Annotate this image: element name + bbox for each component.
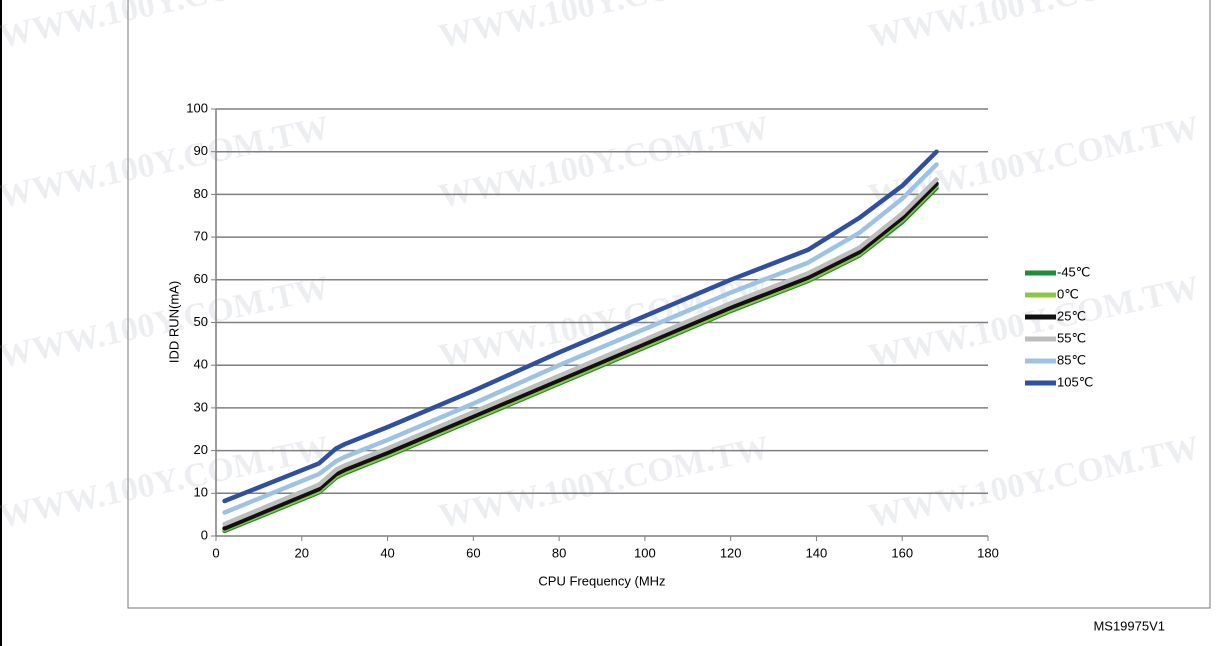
y-tick-label: 70	[194, 229, 208, 244]
legend-label: -45℃	[1057, 264, 1090, 279]
watermark: WWW.100Y.COM.TW	[0, 0, 333, 55]
x-tick-label: 40	[380, 545, 394, 560]
watermark: WWW.100Y.COM.TW	[0, 429, 333, 535]
x-tick-label: 80	[552, 545, 566, 560]
watermark: WWW.100Y.COM.TW	[436, 429, 773, 535]
x-tick-label: 20	[295, 545, 309, 560]
y-tick-label: 40	[194, 357, 208, 372]
x-tick-label: 160	[891, 545, 913, 560]
y-tick-label: 60	[194, 271, 208, 286]
legend-label: 25℃	[1057, 308, 1086, 323]
series-line	[222, 181, 939, 531]
legend-label: 85℃	[1057, 352, 1086, 367]
y-tick-label: 10	[194, 485, 208, 500]
watermark: WWW.100Y.COM.TW	[0, 109, 333, 215]
x-tick-label: 120	[720, 545, 742, 560]
x-tick-label: 140	[806, 545, 828, 560]
y-tick-label: 80	[194, 186, 208, 201]
y-tick-label: 20	[194, 442, 208, 457]
watermark: WWW.100Y.COM.TW	[866, 0, 1203, 55]
legend-label: 55℃	[1057, 330, 1086, 345]
watermark: WWW.100Y.COM.TW	[866, 429, 1203, 535]
x-tick-label: 0	[212, 545, 219, 560]
footer: MS19975V1	[1093, 618, 1165, 633]
y-tick-label: 90	[194, 143, 208, 158]
x-axis-label: CPU Frequency (MHz	[538, 573, 665, 588]
x-tick-label: 100	[634, 545, 656, 560]
series-line	[222, 149, 939, 504]
chart-frame	[127, 0, 1211, 609]
y-axis-label: IDD RUN(mA)	[166, 281, 181, 363]
watermarks: WWW.100Y.COM.TW WWW.100Y.COM.TW WWW.100Y.C…	[0, 0, 1203, 535]
x-tick-label: 180	[977, 545, 999, 560]
y-tick-label: 0	[201, 527, 208, 542]
series-line	[222, 162, 939, 515]
series-line	[222, 177, 939, 527]
x-tick-label: 60	[466, 545, 480, 560]
y-tick-label: 30	[194, 399, 208, 414]
watermark: WWW.100Y.COM.TW	[436, 109, 773, 215]
y-tick-label: 100	[186, 100, 208, 115]
watermark: WWW.100Y.COM.TW	[436, 0, 773, 55]
legend-label: 0℃	[1057, 286, 1079, 301]
legend-label: 105℃	[1057, 374, 1093, 389]
y-tick-label: 50	[194, 314, 208, 329]
